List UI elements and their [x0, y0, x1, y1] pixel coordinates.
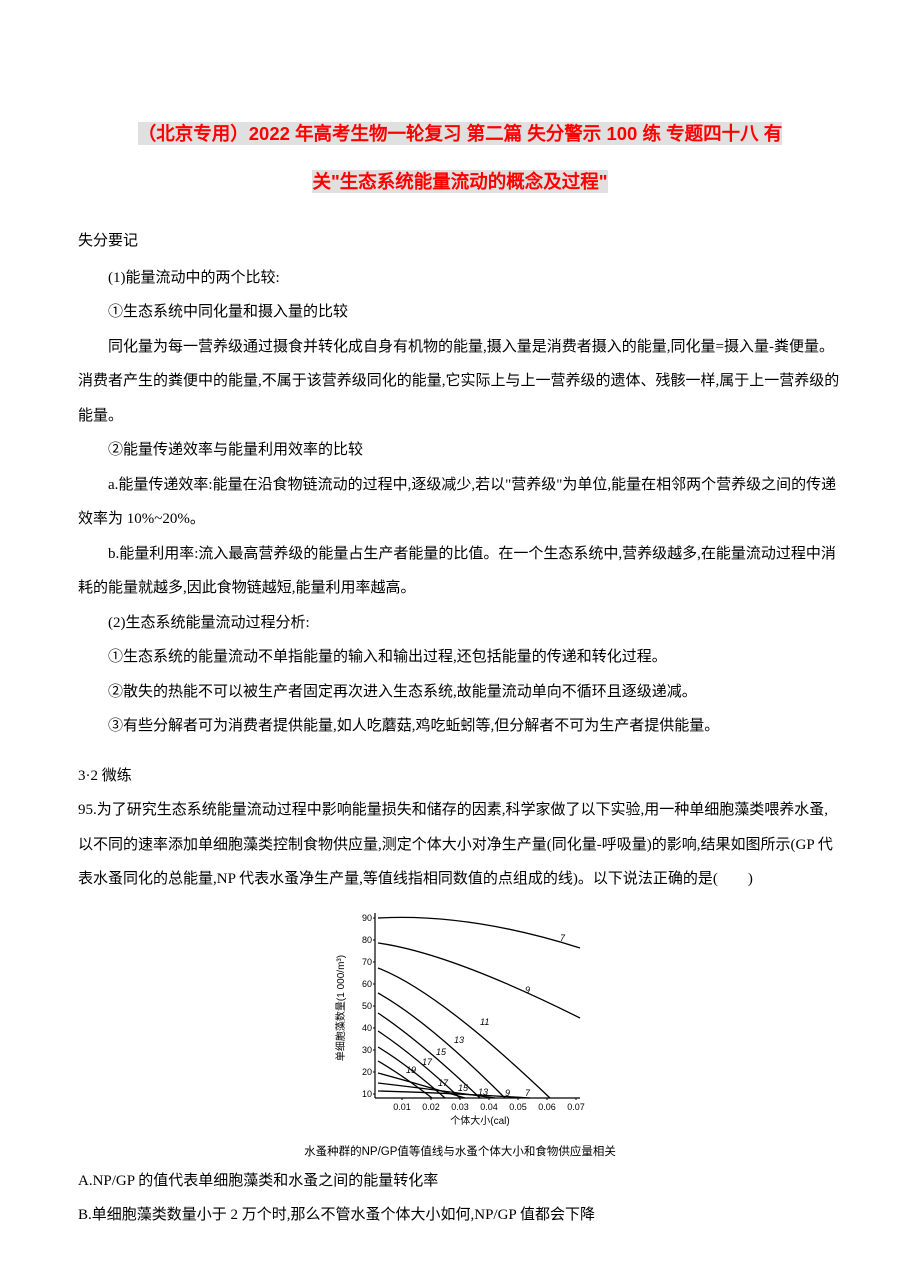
title-line-2: 关"生态系统能量流动的概念及过程" [312, 170, 607, 193]
para-2: ①生态系统中同化量和摄入量的比较 [78, 295, 842, 330]
x-axis-label: 个体大小(cal) [450, 1114, 509, 1127]
ytick: 60 [362, 979, 372, 989]
contour-label: 15 [458, 1083, 469, 1093]
contour-label: 15 [436, 1047, 447, 1057]
contour-label: 19 [406, 1065, 416, 1075]
notes-section-label: 失分要记 [78, 224, 842, 259]
para-10: ③有些分解者可为消费者提供能量,如人吃蘑菇,鸡吃蚯蚓等,但分解者不可为生产者提供… [78, 709, 842, 744]
xtick: 0.04 [480, 1102, 498, 1112]
xtick: 0.06 [538, 1102, 556, 1112]
ytick: 70 [362, 957, 372, 967]
para-4: ②能量传递效率与能量利用效率的比较 [78, 433, 842, 468]
para-5: a.能量传递效率:能量在沿食物链流动的过程中,逐级减少,若以"营养级"为单位,能… [78, 468, 842, 537]
ytick: 50 [362, 1001, 372, 1011]
document-page: （北京专用）2022 年高考生物一轮复习 第二篇 失分警示 100 练 专题四十… [0, 0, 920, 1283]
option-a: A.NP/GP 的值代表单细胞藻类和水蚤之间的能量转化率 [78, 1164, 842, 1199]
ytick: 80 [362, 935, 372, 945]
contour-label: 7 [525, 1088, 531, 1098]
xtick: 0.02 [422, 1102, 440, 1112]
contour-label: 17 [422, 1057, 433, 1067]
y-axis-label: 单细胞藻数量(1 000/m³) [334, 955, 347, 1061]
ytick: 20 [362, 1067, 372, 1077]
para-6: b.能量利用率:流入最高营养级的能量占生产者能量的比值。在一个生态系统中,营养级… [78, 537, 842, 606]
figure-caption: 水蚤种群的NP/GP值等值线与水蚤个体大小和食物供应量相关 [78, 1146, 842, 1160]
contour-label: 11 [480, 1017, 489, 1027]
contour-chart: 90 80 70 60 50 40 30 20 10 0.01 0 [320, 903, 600, 1133]
xtick: 0.03 [451, 1102, 469, 1112]
para-8: ①生态系统的能量流动不单指能量的输入和输出过程,还包括能量的传递和转化过程。 [78, 640, 842, 675]
contour-label: 9 [525, 985, 530, 995]
ytick: 30 [362, 1045, 372, 1055]
contour-label: 17 [438, 1078, 449, 1088]
ytick: 10 [362, 1089, 372, 1099]
para-9: ②散失的热能不可以被生产者固定再次进入生态系统,故能量流动单向不循环且逐级递减。 [78, 675, 842, 710]
question-95-stem: 95.为了研究生态系统能量流动过程中影响能量损失和储存的因素,科学家做了以下实验… [78, 793, 842, 897]
contour-label: 13 [454, 1035, 464, 1045]
contour-label: 13 [478, 1087, 488, 1097]
xtick: 0.05 [509, 1102, 527, 1112]
ytick: 40 [362, 1023, 372, 1033]
xtick: 0.01 [393, 1102, 411, 1112]
option-b: B.单细胞藻类数量小于 2 万个时,那么不管水蚤个体大小如何,NP/GP 值都会… [78, 1198, 842, 1233]
xtick: 0.07 [567, 1102, 585, 1112]
title-line-1: （北京专用）2022 年高考生物一轮复习 第二篇 失分警示 100 练 专题四十… [138, 122, 783, 145]
ytick: 90 [362, 913, 372, 923]
para-1: (1)能量流动中的两个比较: [78, 261, 842, 296]
spacer [78, 744, 842, 759]
question-95-options: A.NP/GP 的值代表单细胞藻类和水蚤之间的能量转化率 B.单细胞藻类数量小于… [78, 1164, 842, 1233]
para-7: (2)生态系统能量流动过程分析: [78, 606, 842, 641]
figure-wrap: 90 80 70 60 50 40 30 20 10 0.01 0 [78, 903, 842, 1147]
para-3: 同化量为每一营养级通过摄食并转化成自身有机物的能量,摄入量是消费者摄入的能量,同… [78, 330, 842, 434]
practice-section-label: 3·2 微练 [78, 759, 842, 794]
contour-label: 7 [560, 933, 566, 943]
title-block: （北京专用）2022 年高考生物一轮复习 第二篇 失分警示 100 练 专题四十… [78, 110, 842, 206]
contour-label: 9 [505, 1088, 510, 1098]
